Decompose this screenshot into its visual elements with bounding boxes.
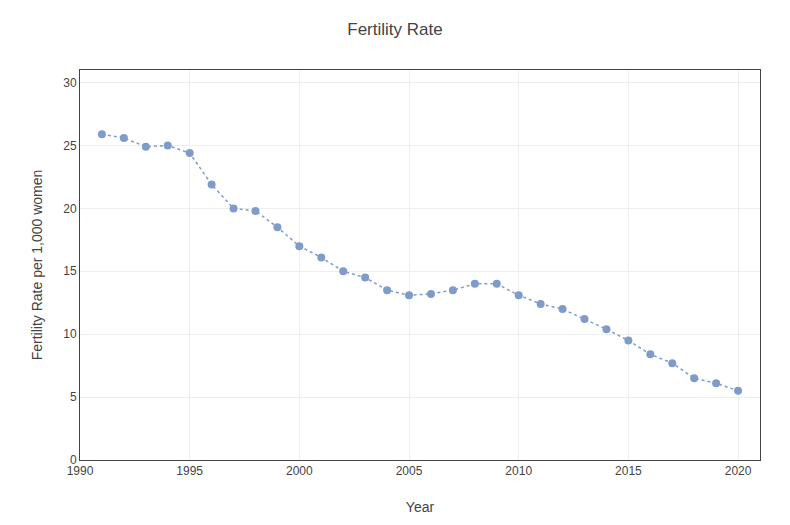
svg-text:2010: 2010 [505, 464, 532, 478]
svg-text:2015: 2015 [615, 464, 642, 478]
svg-text:1995: 1995 [176, 464, 203, 478]
svg-text:25: 25 [63, 139, 77, 153]
svg-text:5: 5 [70, 390, 77, 404]
svg-text:10: 10 [63, 327, 77, 341]
svg-text:2005: 2005 [396, 464, 423, 478]
svg-text:20: 20 [63, 202, 77, 216]
svg-text:0: 0 [70, 453, 77, 467]
svg-text:Fertility Rate per 1,000 women: Fertility Rate per 1,000 women [29, 170, 45, 361]
svg-text:1990: 1990 [67, 464, 94, 478]
svg-text:15: 15 [63, 264, 77, 278]
svg-text:2000: 2000 [286, 464, 313, 478]
svg-text:Year: Year [406, 499, 435, 515]
svg-text:Fertility Rate: Fertility Rate [347, 20, 442, 39]
svg-text:2020: 2020 [725, 464, 752, 478]
svg-text:30: 30 [63, 76, 77, 90]
